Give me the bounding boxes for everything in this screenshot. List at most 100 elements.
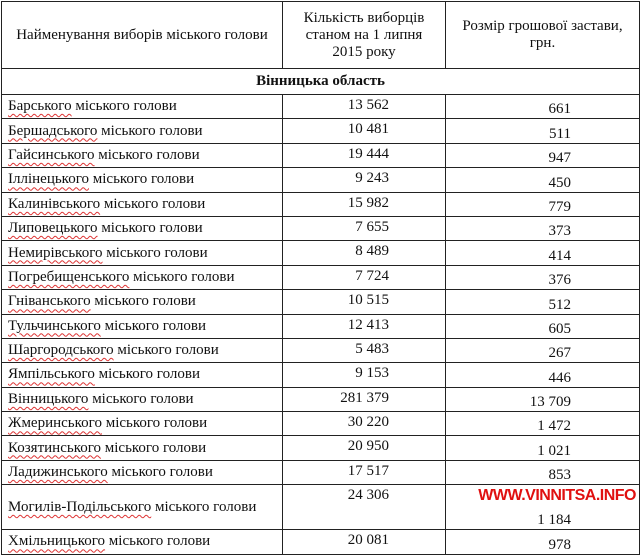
city-adjective: Шаргородського [8, 342, 114, 359]
city-adjective: Тульчинського [8, 317, 101, 334]
name-rest: міського голови [89, 171, 195, 188]
deposit-amount: 512 [445, 289, 640, 315]
table-row: Барського міського голови 13 562 661 [1, 93, 640, 120]
city-adjective: Калинівського [8, 195, 101, 212]
deposit-amount: 446 [445, 362, 640, 388]
election-name: Вінницького міського голови [1, 386, 283, 413]
name-rest: міського голови [101, 439, 207, 456]
table-row: Вінницького міського голови 281 379 13 709 [1, 386, 640, 413]
deposit-amount: 267 [445, 337, 640, 364]
deposit-amount: 1 184 WWW.VINNITSA.INFO [445, 484, 640, 531]
deposit-amount: 779 [445, 191, 640, 217]
deposit-amount: 1 472 [445, 411, 640, 437]
name-rest: міського голови [97, 122, 203, 139]
election-name: Шаргородського міського голови [1, 337, 283, 364]
name-rest: міського голови [71, 98, 177, 115]
voters-count: 7 724 [282, 264, 446, 291]
voters-count: 20 081 [282, 529, 446, 555]
table-row: Гайсинського міського голови 19 444 947 [1, 142, 640, 169]
election-name: Ямпільського міського голови [1, 362, 283, 388]
name-rest: міського голови [151, 498, 257, 515]
table-row: Гніванського міського голови 10 515 512 [1, 289, 640, 315]
deposit-amount: 450 [445, 167, 640, 193]
table-row: Ямпільського міського голови 9 153 446 [1, 362, 640, 388]
name-rest: міського голови [100, 317, 206, 334]
name-rest: міського голови [97, 220, 203, 237]
city-adjective: Хмільницького [8, 533, 106, 550]
voters-count: 9 243 [282, 167, 446, 193]
table-row: Немирівського міського голови 8 489 414 [1, 240, 640, 266]
city-adjective: Ладижинського [8, 464, 108, 481]
table-row: Козятинського міського голови 20 950 1 021 [1, 435, 640, 461]
voters-count: 8 489 [282, 240, 446, 266]
header-voters-count: Кількість виборців станом на 1 липня 201… [282, 1, 446, 69]
voters-count: 281 379 [282, 386, 446, 413]
election-name: Барського міського голови [1, 93, 283, 120]
header-deposit: Розмір грошової застави, грн. [445, 1, 640, 69]
deposit-amount: 978 [445, 529, 640, 555]
election-name: Немирівського міського голови [1, 240, 283, 266]
name-rest: міського голови [129, 268, 235, 285]
deposit-amount: 13 709 [445, 386, 640, 413]
table-header: Найменування виборів міського голови Кіл… [1, 1, 640, 69]
deposit-amount: 605 [445, 313, 640, 339]
voters-count: 7 655 [282, 215, 446, 242]
voters-count: 9 153 [282, 362, 446, 388]
table-row: Шаргородського міського голови 5 483 267 [1, 337, 640, 364]
table-row: Жмеринського міського голови 30 220 1 472 [1, 411, 640, 437]
election-name: Хмільницького міського голови [1, 529, 283, 555]
deposit-amount: 414 [445, 240, 640, 266]
table-row: Ладижинського міського голови 17 517 853 [1, 459, 640, 486]
city-adjective: Погребищенського [8, 268, 130, 285]
deposit-amount: 853 [445, 459, 640, 486]
table-row: Погребищенського міського голови 7 724 376 [1, 264, 640, 291]
election-name: Жмеринського міського голови [1, 411, 283, 437]
header-election-name: Найменування виборів міського голови [1, 1, 283, 69]
election-name: Бершадського міського голови [1, 118, 283, 144]
name-rest: міського голови [102, 244, 208, 261]
table-row: Калинівського міського голови 15 982 779 [1, 191, 640, 217]
table-row: Бершадського міського голови 10 481 511 [1, 118, 640, 144]
voters-count: 17 517 [282, 459, 446, 486]
name-rest: міського голови [88, 390, 194, 407]
city-adjective: Барського [8, 98, 72, 115]
city-adjective: Іллінецького [8, 171, 89, 188]
watermark: WWW.VINNITSA.INFO [478, 487, 636, 505]
name-rest: міського голови [113, 342, 219, 359]
deposit-amount: 511 [445, 118, 640, 144]
voters-count: 12 413 [282, 313, 446, 339]
city-adjective: Козятинського [8, 439, 101, 456]
name-rest: міського голови [101, 415, 208, 432]
city-adjective: Могилів-Подільського [8, 498, 152, 515]
city-adjective: Гніванського [8, 293, 91, 310]
election-name: Іллінецького міського голови [1, 167, 283, 193]
city-adjective: Немирівського [8, 244, 103, 261]
name-rest: міського голови [94, 146, 200, 163]
table-row: Тульчинського міського голови 12 413 605 [1, 313, 640, 339]
deposit-amount: 373 [445, 215, 640, 242]
name-rest: міського голови [90, 293, 196, 310]
table-row: Хмільницького міського голови 20 081 978 [1, 529, 640, 555]
voters-count: 10 481 [282, 118, 446, 144]
name-rest: міського голови [105, 533, 211, 550]
city-adjective: Жмеринського [8, 415, 102, 432]
city-adjective: Липовецького [8, 220, 98, 237]
name-rest: міського голови [100, 195, 206, 212]
city-adjective: Ямпільського [8, 366, 95, 383]
election-name: Могилів-Подільського міського голови [1, 484, 283, 531]
name-rest: міського голови [107, 464, 213, 481]
voters-count: 24 306 [282, 484, 446, 531]
deposit-amount: 1 021 [445, 435, 640, 461]
voters-count: 15 982 [282, 191, 446, 217]
region-row: Вінницька область [1, 68, 640, 95]
deposit-amount: 661 [445, 93, 640, 120]
city-adjective: Гайсинського [8, 146, 95, 163]
voters-count: 13 562 [282, 93, 446, 120]
name-rest: міського голови [94, 366, 200, 383]
city-adjective: Вінницького [8, 390, 89, 407]
election-name: Погребищенського міського голови [1, 264, 283, 291]
deposit-amount: 376 [445, 264, 640, 291]
voters-count: 19 444 [282, 142, 446, 169]
election-name: Гніванського міського голови [1, 289, 283, 315]
